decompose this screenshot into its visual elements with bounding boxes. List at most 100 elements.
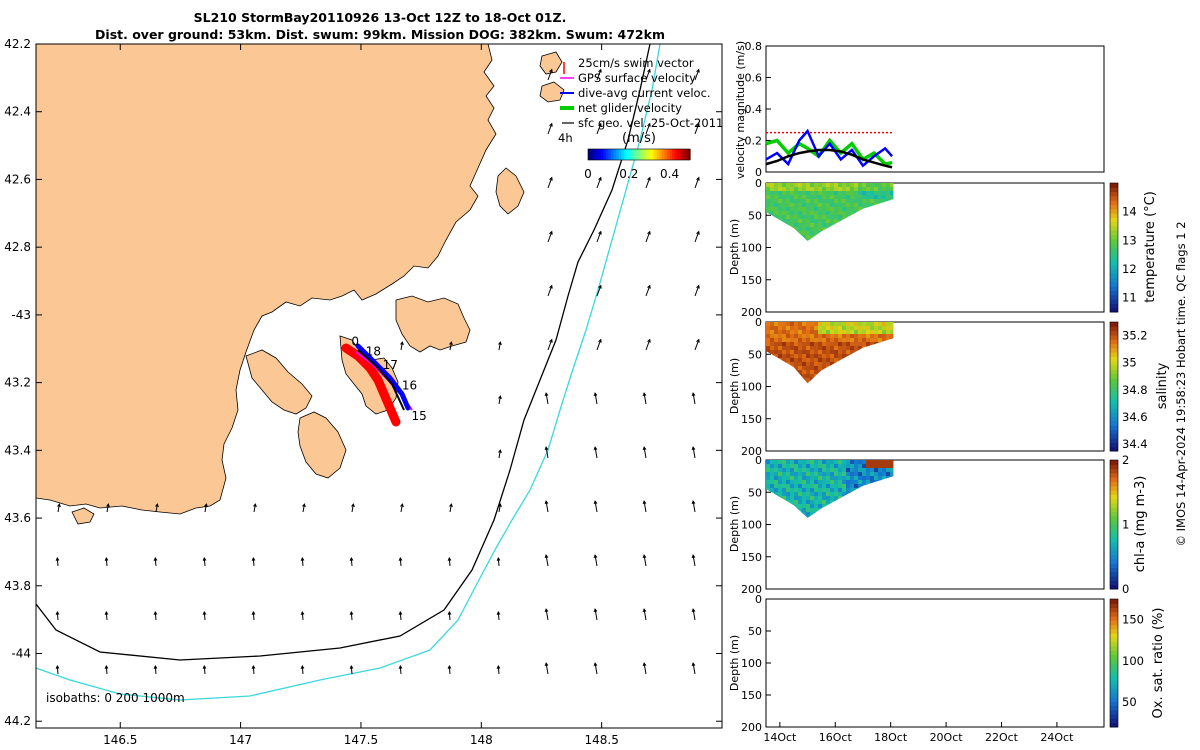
section-cell [822, 488, 827, 493]
section-cell [778, 496, 783, 501]
section-cell [822, 516, 827, 519]
section-cell [858, 187, 863, 192]
section-cell [786, 235, 791, 240]
section-cell [834, 346, 839, 351]
geo-arrow-shaft [252, 611, 255, 621]
section-cell [874, 512, 879, 517]
section-cell [790, 247, 794, 251]
section-cell [858, 484, 863, 489]
section-cell [870, 354, 875, 359]
section-cell [862, 350, 867, 355]
section-cell [842, 460, 847, 465]
section-cell [878, 382, 883, 384]
geo-arrow-head [696, 122, 700, 127]
section-cell [778, 500, 783, 505]
section-cell [882, 468, 887, 473]
geo-arrow-head [104, 556, 109, 561]
legend-label-geo: sfc geo. vel. 25-Oct-2011 [578, 116, 723, 130]
section-cell [870, 239, 875, 242]
section-cell [846, 215, 851, 220]
section-cell [818, 366, 823, 371]
section-cell [766, 187, 771, 192]
section-cell [862, 322, 867, 327]
section-cell [886, 247, 890, 251]
section-cell [866, 195, 871, 200]
section-cell [858, 488, 863, 493]
section-cell [878, 207, 883, 212]
section-cell [878, 326, 883, 331]
section-cell [802, 496, 807, 501]
section-cell [810, 370, 815, 375]
section-cell [878, 480, 883, 485]
geo-arrow-head [204, 503, 208, 508]
section-cell [842, 468, 847, 473]
section-cell [810, 524, 814, 528]
section-cell [794, 484, 799, 489]
section-cell [886, 516, 891, 519]
section-cell [810, 342, 815, 347]
section-cell [838, 203, 843, 208]
section-cell [774, 207, 779, 212]
section-cell [882, 464, 887, 469]
section-cell [866, 191, 871, 196]
section-cell [854, 219, 859, 224]
section-cell [822, 480, 827, 485]
section-cell [878, 322, 883, 327]
section-cell [874, 346, 879, 351]
section-cell [878, 215, 883, 220]
oxygen-frame [765, 598, 1105, 728]
section-cell [882, 524, 886, 528]
section-cell [842, 492, 847, 497]
section-cell [830, 500, 835, 505]
map-y-tick-label: -44 [11, 647, 31, 661]
colorbar-cell [1110, 347, 1118, 353]
section-cell [882, 334, 887, 339]
section-cell [826, 496, 831, 501]
section-cell [802, 322, 807, 327]
section-cell [766, 370, 771, 375]
section-cell [870, 366, 875, 371]
section-cell [818, 326, 823, 331]
section-cell [786, 480, 791, 485]
section-cell [818, 476, 823, 481]
section-cell [890, 354, 894, 359]
section-cell [834, 520, 838, 524]
section-cell [870, 480, 875, 485]
section-cell [882, 231, 887, 236]
colorbar-cell [1110, 425, 1118, 430]
map-x-tick-label: 147 [229, 733, 252, 747]
colorbar-cell [1110, 294, 1118, 300]
geo-arrow-shaft [594, 393, 598, 405]
section-cell [790, 207, 795, 212]
section-cell [822, 322, 827, 327]
colorbar-cell [1110, 654, 1118, 660]
section-cell [790, 322, 795, 327]
section-cell [890, 199, 894, 204]
section-cell [842, 358, 847, 363]
section-cell [766, 350, 771, 355]
section-cell [818, 500, 823, 505]
section-cell [858, 195, 863, 200]
geo-arrow-shaft [596, 123, 602, 135]
section-cell [838, 386, 842, 390]
geo-arrow-shaft [56, 665, 59, 675]
section-cell [810, 500, 815, 505]
section-cell [806, 223, 811, 228]
section-cell [798, 468, 803, 473]
section-cell [854, 334, 859, 339]
geo-arrow-shaft [596, 177, 602, 189]
colorbar-cell [1110, 580, 1118, 586]
section-cell [862, 366, 867, 371]
section-cell [814, 492, 819, 497]
section-cell [790, 223, 795, 228]
section-cell [862, 524, 866, 528]
geo-arrow-head [642, 608, 647, 613]
geo-arrow-head [449, 503, 453, 508]
section-cell [830, 496, 835, 501]
section-cell [810, 223, 815, 228]
section-cell [806, 476, 811, 481]
colorbar-cell [1110, 464, 1118, 470]
section-cell [862, 382, 867, 384]
section-cell [770, 382, 775, 384]
geo-arrow-shaft [645, 69, 651, 81]
